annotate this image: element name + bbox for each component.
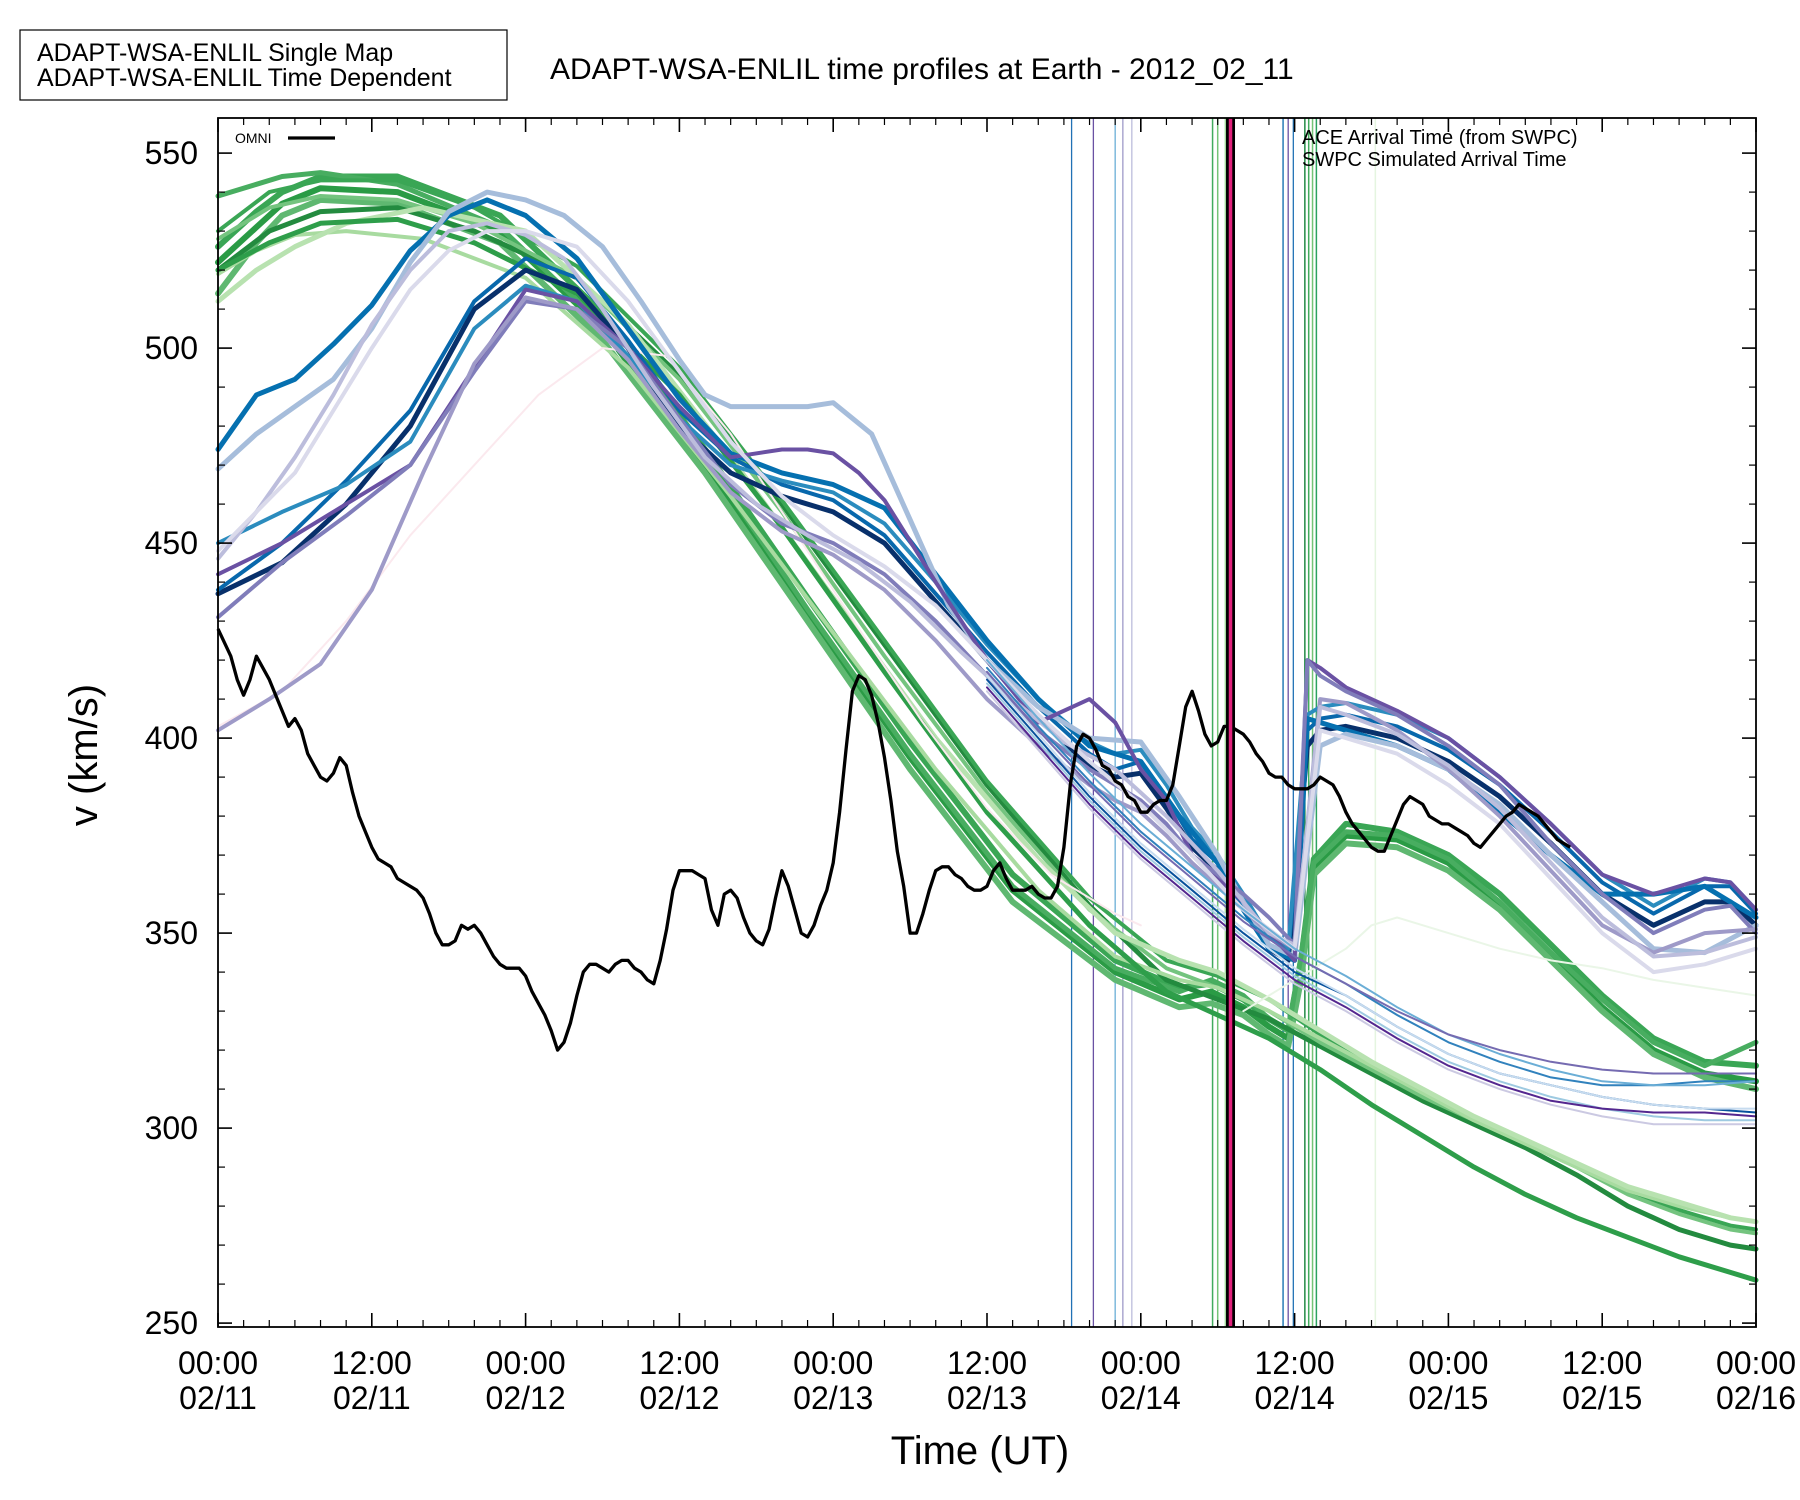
y-tick-label-400: 400 bbox=[145, 720, 198, 756]
x-tick-time-5: 12:00 bbox=[947, 1345, 1027, 1381]
x-tick-date-3: 02/12 bbox=[639, 1380, 719, 1416]
time-dependent-line-tdt2 bbox=[986, 666, 1757, 1087]
x-tick-date-6: 02/14 bbox=[1101, 1380, 1181, 1416]
x-tick-time-2: 00:00 bbox=[486, 1345, 566, 1381]
x-axis-label: Time (UT) bbox=[891, 1429, 1069, 1473]
x-tick-time-4: 00:00 bbox=[793, 1345, 873, 1381]
time-dependent-line-td10 bbox=[216, 229, 1758, 975]
omni-line bbox=[216, 628, 1572, 1052]
time-dependent-line-tdt4 bbox=[986, 670, 1757, 1075]
time-dependent-line-td1 bbox=[215, 267, 1759, 963]
time-dependent-line-tdt5 bbox=[986, 682, 1757, 1122]
series-legend-frame bbox=[19, 29, 508, 101]
y-axis-label: v (km/s) bbox=[62, 684, 106, 826]
x-tick-time-10: 00:00 bbox=[1716, 1345, 1796, 1381]
single-map-line-sm9 bbox=[215, 205, 1759, 1225]
x-tick-time-1: 12:00 bbox=[332, 1345, 412, 1381]
x-tick-date-4: 02/13 bbox=[793, 1380, 873, 1416]
legend-single-map: ADAPT-WSA-ENLIL Single Map bbox=[37, 39, 393, 67]
x-tick-date-9: 02/15 bbox=[1562, 1380, 1642, 1416]
chart-title: ADAPT-WSA-ENLIL time profiles at Earth -… bbox=[550, 53, 1294, 86]
x-tick-date-0: 02/11 bbox=[179, 1380, 257, 1416]
legend-time-dependent: ADAPT-WSA-ENLIL Time Dependent bbox=[37, 64, 452, 92]
x-tick-date-5: 02/13 bbox=[947, 1380, 1027, 1416]
y-tick-label-300: 300 bbox=[145, 1110, 198, 1146]
legend-ace-arrival: ACE Arrival Time (from SWPC) bbox=[1302, 127, 1578, 149]
x-axis-ticks: 00:0002/1112:0002/1100:0002/1212:0002/12… bbox=[178, 118, 1796, 1416]
time-dependent-line-td6 bbox=[216, 287, 1758, 963]
y-axis-ticks: 250 300 350 400 450 500 550 bbox=[145, 135, 1756, 1341]
plot-inner-legend: OMNI ACE Arrival Time (from SWPC) SWPC S… bbox=[235, 127, 1578, 171]
x-tick-time-3: 12:00 bbox=[639, 1345, 719, 1381]
x-tick-time-0: 00:00 bbox=[178, 1345, 258, 1381]
time-dependent-line-tdt8 bbox=[986, 690, 1757, 1126]
legend-omni-label: OMNI bbox=[235, 130, 272, 146]
legend-swpc-simulated: SWPC Simulated Arrival Time bbox=[1302, 149, 1567, 171]
y-tick-label-350: 350 bbox=[145, 915, 198, 951]
y-tick-label-550: 550 bbox=[145, 135, 198, 171]
x-tick-time-9: 12:00 bbox=[1562, 1345, 1642, 1381]
x-tick-date-8: 02/15 bbox=[1408, 1380, 1488, 1416]
time-dependent-line-tdt3 bbox=[986, 659, 1757, 1087]
x-tick-time-6: 00:00 bbox=[1101, 1345, 1181, 1381]
y-tick-label-250: 250 bbox=[145, 1305, 198, 1341]
series-legend: ADAPT-WSA-ENLIL Single Map ADAPT-WSA-ENL… bbox=[19, 29, 508, 101]
time-dependent-series-group bbox=[215, 189, 1759, 1126]
x-tick-date-7: 02/14 bbox=[1255, 1380, 1335, 1416]
x-tick-time-8: 00:00 bbox=[1408, 1345, 1488, 1381]
omni-series-group bbox=[216, 628, 1572, 1052]
time-dependent-line-td5 bbox=[215, 189, 1759, 959]
y-tick-label-500: 500 bbox=[145, 330, 198, 366]
single-map-line-sm11 bbox=[1242, 916, 1757, 1013]
x-tick-date-2: 02/12 bbox=[486, 1380, 566, 1416]
single-map-line-sm10 bbox=[215, 216, 1759, 1283]
x-tick-time-7: 12:00 bbox=[1255, 1345, 1335, 1381]
y-tick-label-450: 450 bbox=[145, 525, 198, 561]
time-dependent-line-tdt6 bbox=[986, 686, 1757, 1118]
time-dependent-line-tdt7 bbox=[986, 674, 1757, 1110]
x-tick-date-1: 02/11 bbox=[333, 1380, 411, 1416]
x-tick-date-10: 02/16 bbox=[1716, 1380, 1796, 1416]
